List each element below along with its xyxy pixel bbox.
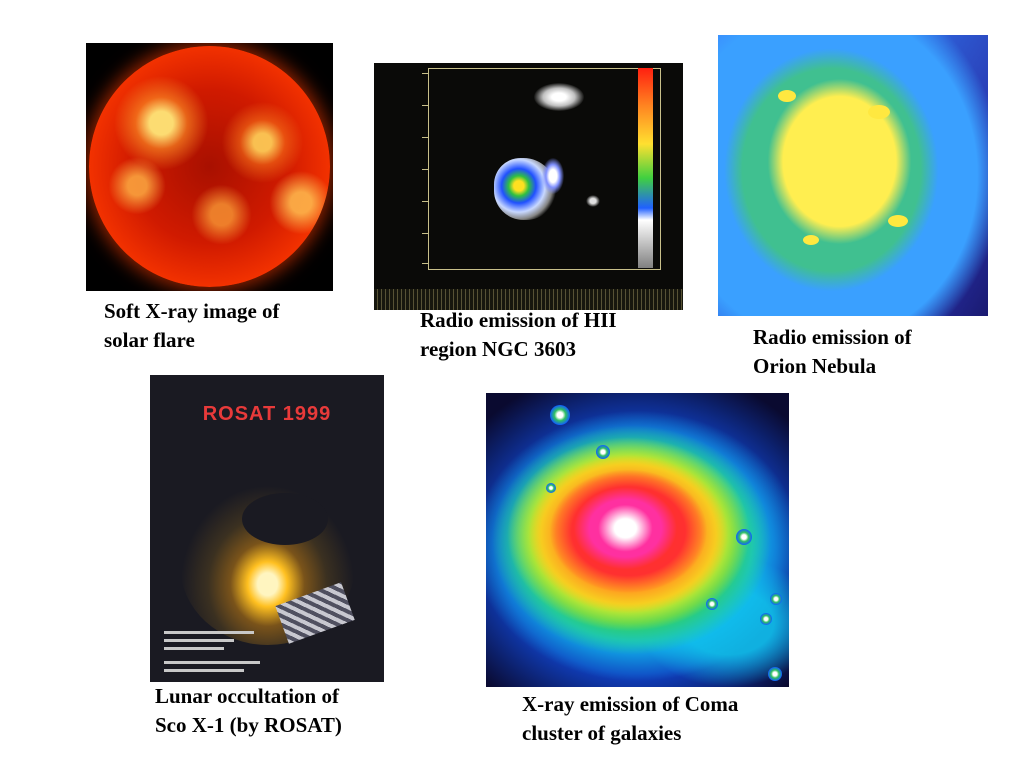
point-source bbox=[596, 445, 610, 459]
rosat-caption: Lunar occultation of Sco X-1 (by ROSAT) bbox=[155, 682, 342, 740]
caption-line: cluster of galaxies bbox=[522, 721, 682, 745]
caption-line: region NGC 3603 bbox=[420, 337, 576, 361]
caption-line: Sco X-1 (by ROSAT) bbox=[155, 713, 342, 737]
axis-tick bbox=[422, 137, 428, 138]
ngc3603-radio-map bbox=[374, 63, 683, 310]
caption-line: Soft X-ray image of bbox=[104, 299, 280, 323]
poster-fineprint bbox=[164, 669, 244, 672]
point-source bbox=[706, 598, 718, 610]
axis-tick bbox=[422, 263, 428, 264]
caption-line: X-ray emission of Coma bbox=[522, 692, 739, 716]
emission-speck bbox=[888, 215, 908, 227]
point-source bbox=[768, 667, 782, 681]
poster-fineprint bbox=[164, 631, 254, 634]
caption-line: Radio emission of bbox=[753, 325, 912, 349]
point-source bbox=[760, 613, 772, 625]
color-scale-bar bbox=[638, 68, 653, 268]
poster-fineprint bbox=[164, 639, 234, 642]
moon-silhouette bbox=[242, 493, 328, 545]
poster-fineprint bbox=[164, 661, 260, 664]
caption-line: Lunar occultation of bbox=[155, 684, 339, 708]
emission-region bbox=[534, 83, 584, 111]
orion-caption: Radio emission of Orion Nebula bbox=[753, 323, 912, 381]
orion-nebula-radio-image bbox=[718, 35, 988, 316]
ngc3603-caption: Radio emission of HII region NGC 3603 bbox=[420, 306, 617, 364]
map-footer-text bbox=[374, 289, 683, 310]
coma-cluster-xray-image bbox=[486, 393, 789, 687]
poster-title: ROSAT 1999 bbox=[202, 403, 332, 425]
caption-line: Radio emission of HII bbox=[420, 308, 617, 332]
point-source bbox=[736, 529, 752, 545]
caption-line: Orion Nebula bbox=[753, 354, 877, 378]
emission-region bbox=[542, 158, 564, 194]
map-frame bbox=[428, 68, 661, 270]
sun-disk bbox=[89, 46, 330, 287]
axis-tick bbox=[422, 73, 428, 74]
emission-speck bbox=[803, 235, 819, 245]
emission-speck bbox=[868, 105, 890, 119]
solar-flare-caption: Soft X-ray image of solar flare bbox=[104, 297, 280, 355]
axis-tick bbox=[422, 233, 428, 234]
poster-fineprint bbox=[164, 647, 224, 650]
coma-caption: X-ray emission of Coma cluster of galaxi… bbox=[522, 690, 738, 748]
axis-tick bbox=[422, 201, 428, 202]
rosat-poster-image: ROSAT 1999 bbox=[150, 375, 384, 682]
point-source bbox=[770, 593, 782, 605]
axis-tick bbox=[422, 105, 428, 106]
axis-tick bbox=[422, 169, 428, 170]
point-source bbox=[550, 405, 570, 425]
caption-line: solar flare bbox=[104, 328, 195, 352]
emission-speck bbox=[778, 90, 796, 102]
solar-flare-xray-image bbox=[86, 43, 333, 291]
point-source bbox=[546, 483, 556, 493]
emission-region bbox=[586, 195, 600, 207]
